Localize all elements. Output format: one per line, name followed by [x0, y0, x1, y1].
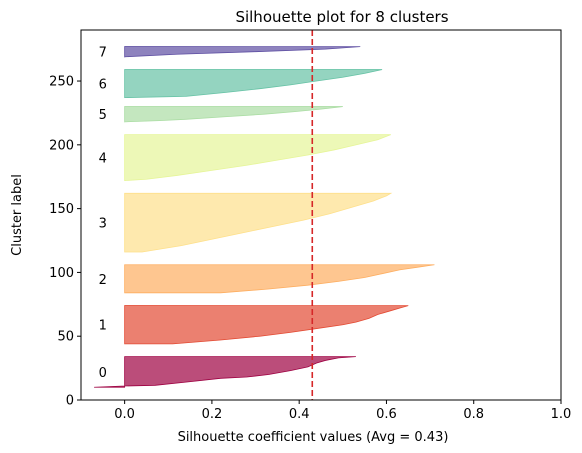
x-tick-label: 1.0: [551, 407, 572, 422]
y-tick-label: 0: [66, 394, 74, 409]
cluster-6-label: 6: [99, 78, 107, 93]
y-axis-title: Cluster label: [10, 174, 25, 256]
cluster-1-label: 1: [99, 319, 107, 334]
cluster-5-label: 5: [99, 108, 107, 123]
cluster-5-silhouette: [124, 106, 343, 123]
y-tick-label: 50: [57, 330, 74, 345]
x-tick-label: 0.8: [463, 407, 484, 422]
plot-frame: [80, 29, 562, 401]
plot-area: 0 1 2 3 4 5 6 7: [94, 30, 435, 400]
cluster-3-label: 3: [99, 217, 107, 232]
y-tick-label: 250: [49, 75, 74, 90]
chart-title: Silhouette plot for 8 clusters: [235, 8, 448, 26]
cluster-3-silhouette: [124, 192, 393, 253]
cluster-4-silhouette: [124, 134, 391, 182]
y-tick-label: 100: [49, 266, 74, 281]
x-axis-title: Silhouette coefficient values (Avg = 0.4…: [178, 430, 449, 445]
x-tick-label: 0.4: [289, 407, 310, 422]
x-tick-label: 0.6: [376, 407, 397, 422]
cluster-7-label: 7: [99, 46, 107, 61]
x-tick-label: 0.2: [202, 407, 223, 422]
cluster-6-silhouette: [124, 69, 383, 99]
cluster-0-silhouette: [94, 356, 356, 388]
y-tick-label: 150: [49, 202, 74, 217]
cluster-2-label: 2: [99, 273, 107, 288]
x-tick-label: 0.0: [114, 407, 135, 422]
cluster-1-silhouette: [124, 305, 409, 345]
y-tick-label: 200: [49, 138, 74, 153]
cluster-7-silhouette: [124, 46, 361, 58]
cluster-2-silhouette: [124, 264, 435, 294]
cluster-4-label: 4: [99, 152, 107, 167]
cluster-0-label: 0: [99, 366, 107, 381]
